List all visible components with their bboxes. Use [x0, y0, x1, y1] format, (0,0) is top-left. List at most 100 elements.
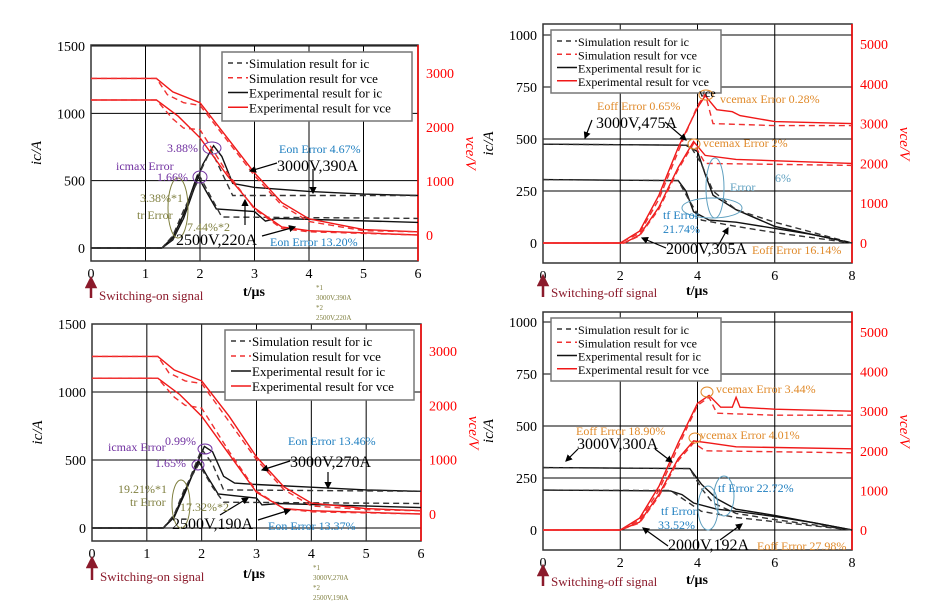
- legend: [221, 51, 413, 122]
- series-line: [543, 94, 853, 244]
- x-tick-label: 5: [363, 547, 370, 562]
- annotation: tr Error: [137, 208, 173, 222]
- annotation: icmax Error: [108, 440, 166, 454]
- series-line: [92, 445, 422, 529]
- x-tick-label: 0: [540, 556, 547, 571]
- annotation: 3000V,270A: [290, 454, 371, 471]
- y-left-tick-label: 1000: [509, 316, 537, 331]
- series-line: [92, 355, 422, 512]
- series-line: [543, 140, 853, 244]
- annotation: Eoff Error 27.98%: [757, 539, 846, 553]
- subplot-2: 0 2 4 6 802505007501000010002000300040005000…: [481, 23, 912, 300]
- annotation: 3.88%: [167, 141, 198, 155]
- highlight-ellipse: [697, 485, 719, 531]
- y-left-label: ic/A: [481, 131, 497, 156]
- x-tick-label: 6: [418, 547, 425, 562]
- legend: [550, 317, 722, 382]
- y-left-label: ic/A: [481, 418, 497, 443]
- series-line: [91, 77, 419, 233]
- annotation: 3000V,270A: [313, 574, 348, 582]
- annotation: vcemax Error 0.28%: [720, 92, 820, 106]
- annotation: Eoff Error 18.90%: [576, 424, 665, 438]
- annotation: 1.65%: [155, 456, 186, 470]
- series-line: [91, 175, 419, 249]
- legend-entry: Simulation result for ic: [578, 323, 689, 337]
- y-left-tick-label: 1000: [509, 29, 537, 44]
- annotation: Error: [730, 180, 755, 194]
- annotation: vce: [699, 86, 716, 100]
- annotation: tf Error 22.72%: [718, 481, 794, 495]
- x-label: t/μs: [686, 573, 708, 588]
- y-left-tick-label: 1000: [57, 107, 85, 122]
- legend: [224, 329, 415, 401]
- x-tick-label: 4: [306, 267, 313, 282]
- annotation: 17.32%*2: [180, 500, 229, 514]
- legend-entry: Experimental result for ic: [578, 62, 701, 76]
- annotation-arrow: [260, 460, 291, 472]
- x-label: t/μs: [686, 284, 708, 299]
- annotation: 2000V,192A: [668, 537, 749, 554]
- series-line: [543, 142, 853, 244]
- legend-entry: Simulation result for ic: [252, 334, 372, 349]
- annotation: 2500V,220A: [316, 314, 351, 322]
- legend-entry: Simulation result for vce: [252, 349, 381, 364]
- y-left-tick-label: 250: [516, 472, 537, 487]
- series-line: [543, 92, 852, 244]
- annotation: Switching-off signal: [551, 574, 658, 589]
- annotation: 1.66%: [157, 170, 188, 184]
- x-tick-label: 4: [694, 556, 701, 571]
- y-right-label: vce/V: [896, 414, 912, 449]
- x-tick-label: 0: [89, 547, 96, 562]
- highlight-ellipse: [681, 197, 743, 219]
- y-left-tick-label: 500: [65, 454, 86, 469]
- annotation: Eoff Error 0.65%: [597, 99, 680, 113]
- x-tick-label: 2: [617, 269, 624, 284]
- annotation: vcemax Error 4.01%: [700, 428, 800, 442]
- annotation: 6%: [775, 171, 791, 185]
- y-right-tick-label: 3000: [429, 345, 457, 360]
- y-left-tick-label: 1000: [58, 386, 86, 401]
- legend-entry: Simulation result for ic: [578, 35, 689, 49]
- y-left-tick-label: 500: [64, 175, 85, 190]
- series-line: [91, 144, 419, 249]
- annotation-arrow: [642, 527, 669, 547]
- legend-entry: Experimental result for ic: [249, 86, 382, 101]
- x-tick-label: 3: [253, 547, 260, 562]
- x-tick-label: 8: [849, 269, 856, 284]
- legend-entry: Experimental result for vce: [252, 379, 394, 394]
- y-right-tick-label: 3000: [860, 118, 888, 133]
- highlight-ellipse: [191, 459, 205, 471]
- highlight-ellipse: [197, 443, 213, 455]
- highlight-ellipse: [192, 170, 208, 184]
- annotation: Eon Error 13.20%: [270, 235, 358, 249]
- highlight-ellipse: [698, 89, 714, 101]
- annotation-arrow: [248, 162, 278, 173]
- y-left-tick-label: 0: [530, 237, 537, 252]
- x-label: t/μs: [243, 285, 265, 300]
- legend-entry: Simulation result for vce: [249, 71, 378, 86]
- y-right-tick-label: 0: [429, 508, 436, 523]
- highlight-ellipse: [705, 157, 725, 219]
- annotation: 33.52%: [658, 518, 695, 532]
- y-right-tick-label: 1000: [860, 484, 888, 499]
- annotation: 0.99%: [165, 434, 196, 448]
- annotation: *1: [313, 564, 321, 572]
- annotation-arrow: [261, 225, 297, 237]
- series-line: [92, 462, 422, 529]
- annotation-arrow: [565, 448, 579, 462]
- annotation: vcemax Error 3.44%: [716, 382, 816, 396]
- annotation-arrow: [664, 121, 687, 141]
- highlight-ellipse: [202, 141, 222, 155]
- legend-entry: Simulation result for vce: [578, 48, 697, 62]
- x-tick-label: 1: [143, 547, 150, 562]
- annotation: *2: [316, 304, 324, 312]
- y-right-tick-label: 0: [860, 524, 867, 539]
- x-tick-label: 6: [415, 267, 422, 282]
- annotation: Eon Error 13.46%: [288, 434, 376, 448]
- y-right-tick-label: 1000: [429, 454, 457, 469]
- y-left-tick-label: 0: [530, 524, 537, 539]
- x-tick-label: 8: [849, 556, 856, 571]
- y-right-tick-label: 2000: [429, 399, 457, 414]
- x-tick-label: 4: [308, 547, 315, 562]
